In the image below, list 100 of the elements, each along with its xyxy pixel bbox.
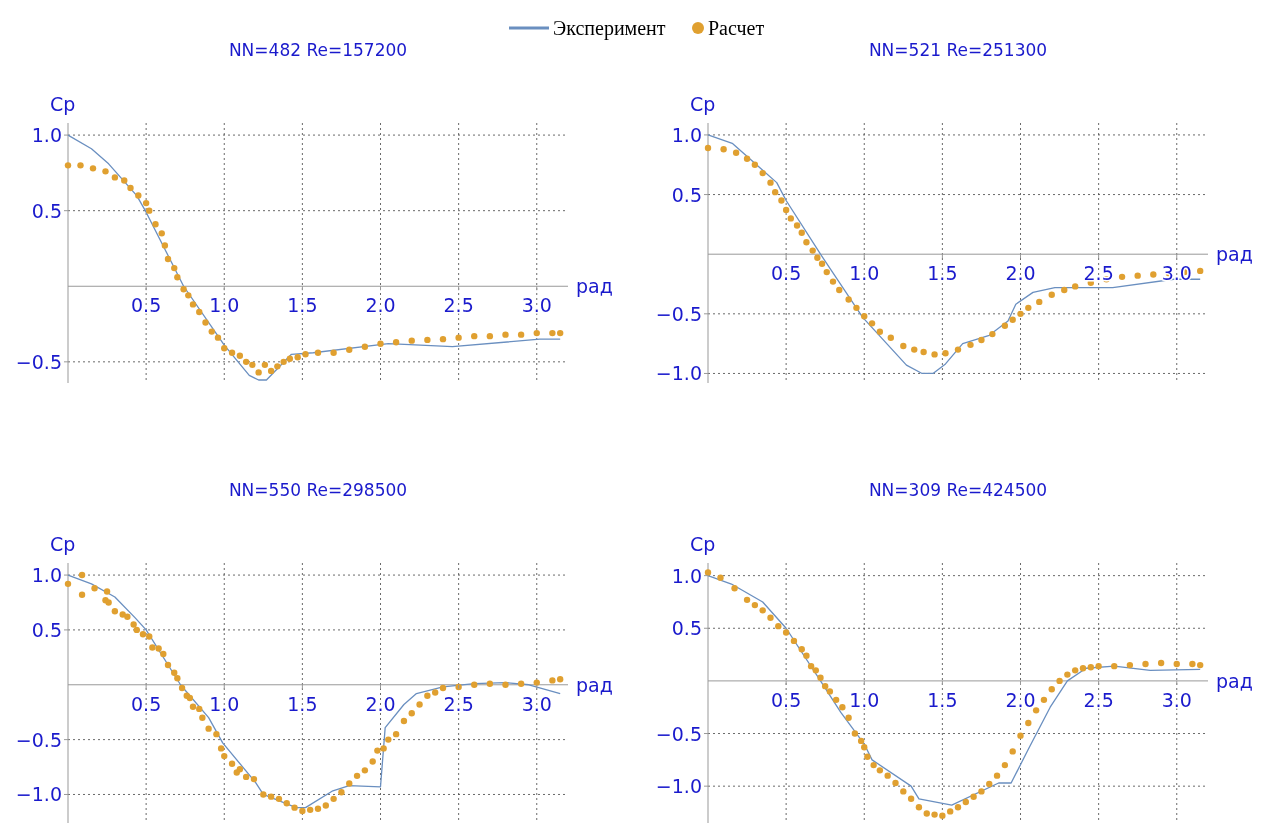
point [502,331,509,338]
point [267,367,275,375]
point [286,355,294,363]
point [208,328,215,335]
point [294,354,301,361]
point [887,334,895,341]
line-series [707,134,1201,375]
point [798,229,805,236]
x-axis-title: рад [1216,669,1253,692]
point [767,179,774,186]
point [782,206,790,214]
point [1150,271,1157,278]
point [803,239,810,246]
y-tick-label: −1.0 [655,775,702,798]
point [455,334,462,341]
point [346,346,353,353]
point [161,242,169,249]
point [249,361,256,369]
point [954,346,962,353]
point [185,292,192,299]
point [127,184,134,192]
chart-title: NN=521 Re=251300 [868,40,1048,60]
point [424,336,431,344]
point [989,330,996,338]
point [1017,310,1024,318]
point [152,221,159,228]
point [89,165,97,172]
point [556,329,564,337]
point [146,207,153,214]
x-tick-label: 1.5 [927,262,958,285]
point [793,222,801,229]
point [261,361,269,369]
point [861,313,868,320]
x-tick-label: 3.0 [521,294,552,317]
point [164,255,172,263]
y-tick-label: 1.0 [671,564,702,587]
y-axis-title: Cp [50,93,76,115]
chart-title: NN=309 Re=424500 [868,480,1048,500]
line-series [67,134,561,381]
point [77,162,84,169]
point [202,319,209,326]
point [214,334,222,341]
x-tick-label: 2.5 [1083,262,1114,285]
x-tick-label: 0.5 [131,692,162,715]
x-tick-label: 2.5 [1083,688,1114,711]
point [228,349,236,356]
point [221,345,228,352]
x-tick-label: 0.5 [771,688,802,711]
point [174,273,181,281]
y-tick-label: 0.5 [31,618,62,641]
point [392,338,400,346]
point [533,329,540,337]
point [771,188,779,196]
x-tick-label: 0.5 [131,294,162,317]
point [920,348,927,356]
y-tick-label: 1.0 [31,124,62,147]
point [704,144,712,152]
legend-label: Эксперимент [553,17,666,40]
x-tick-label: 0.5 [771,262,802,285]
point [158,230,165,237]
point [759,169,766,177]
point [1048,291,1055,298]
y-tick-label: 0.5 [671,617,702,640]
point [361,343,369,350]
y-tick-label: −0.5 [15,728,62,751]
point [180,286,187,293]
y-axis-title: Cp [690,533,716,555]
point [845,296,852,303]
point [967,341,974,349]
point [171,264,178,272]
point [314,349,322,356]
point [1036,298,1043,306]
x-tick-label: 2.5 [443,692,474,715]
point [1071,283,1079,290]
point [829,278,837,285]
point [549,329,556,337]
x-tick-label: 2.0 [365,692,396,715]
x-tick-label: 2.0 [1005,688,1036,711]
y-tick-label: −0.5 [655,722,702,745]
y-tick-label: 1.0 [671,123,702,146]
point [942,349,949,357]
y-tick-label: 0.5 [671,183,702,206]
y-axis-title: Cp [50,533,76,555]
y-tick-label: −1.0 [15,783,62,806]
y-tick-label: 0.5 [31,199,62,222]
point [751,161,759,168]
y-axis-title: Cp [690,93,716,115]
point [471,332,478,340]
x-tick-label: 2.5 [443,294,474,317]
point [778,197,785,204]
point [1134,272,1141,279]
point [818,260,826,267]
y-tick-label: −0.5 [655,302,702,325]
point [302,351,309,358]
chart-title: NN=550 Re=298500 [228,480,408,500]
point [102,168,109,175]
point [189,301,197,308]
point [836,286,843,294]
x-tick-label: 1.0 [849,688,880,711]
point [911,346,918,353]
